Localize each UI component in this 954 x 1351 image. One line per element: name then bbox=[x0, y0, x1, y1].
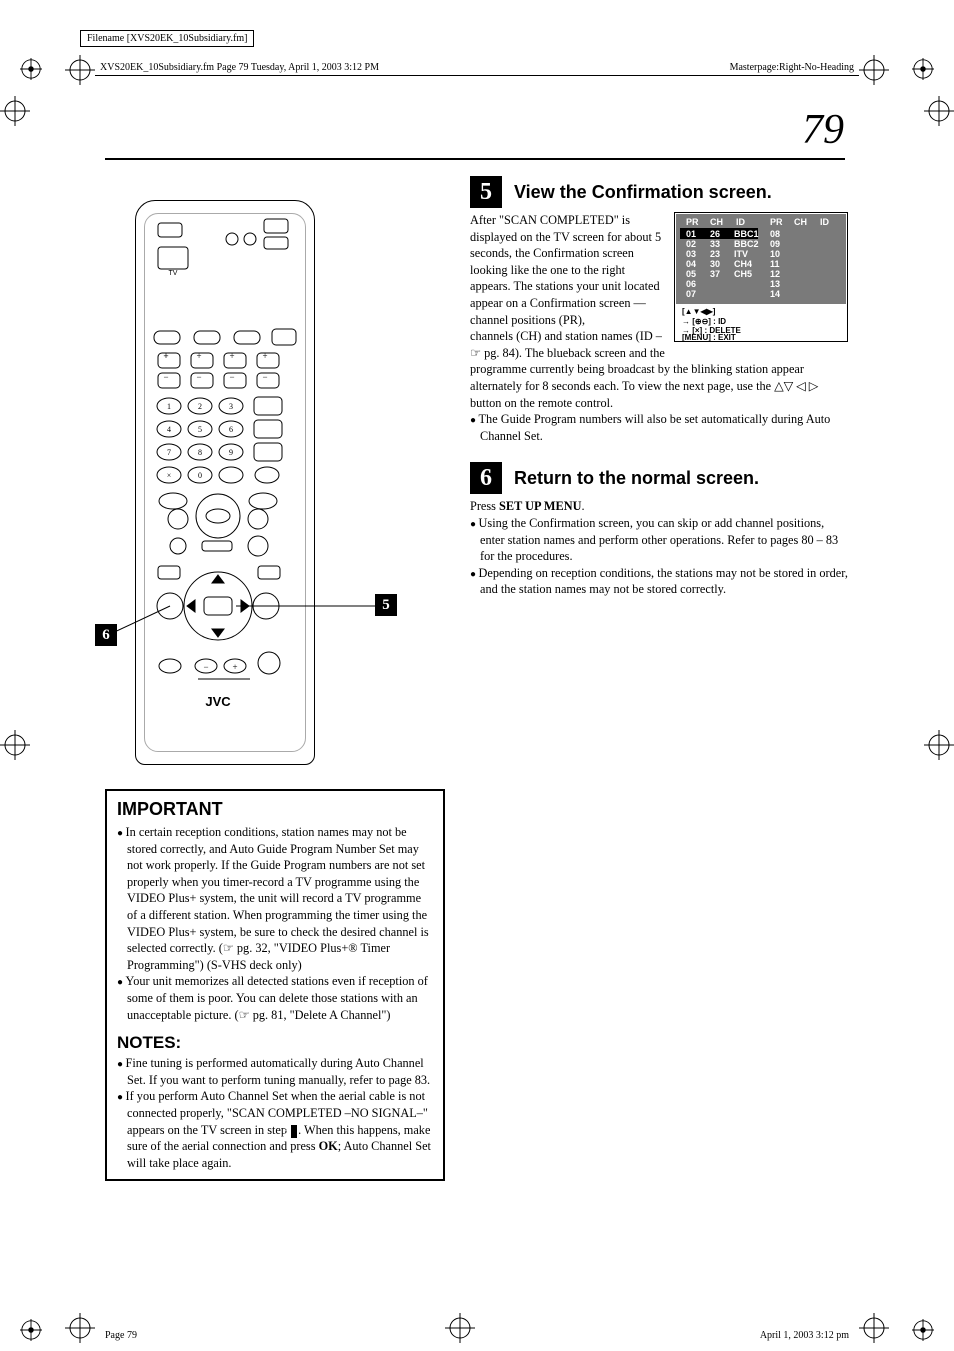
step6-press-post: . bbox=[582, 499, 585, 513]
svg-text:10: 10 bbox=[770, 249, 780, 259]
remote-illustration: TV ++++ −−−− 123 456 789 ×0 −+ JVC bbox=[135, 200, 315, 765]
registration-mark bbox=[20, 58, 42, 80]
crosshair-mark bbox=[924, 96, 954, 126]
svg-text:CH: CH bbox=[794, 217, 807, 227]
crosshair-mark bbox=[65, 1313, 95, 1343]
filename-label: Filename [XVS20EK_10Subsidiary.fm] bbox=[80, 30, 254, 47]
svg-text:12: 12 bbox=[770, 269, 780, 279]
step-5-bullet-1: The Guide Program numbers will also be s… bbox=[470, 411, 848, 444]
notes-b2-bold: OK bbox=[319, 1139, 338, 1153]
step-6-bullet-1: Using the Confirmation screen, you can s… bbox=[470, 515, 848, 565]
step-5-title: View the Confirmation screen. bbox=[514, 182, 772, 203]
notes-bullet-2: If you perform Auto Channel Set when the… bbox=[117, 1088, 433, 1171]
svg-text:01: 01 bbox=[686, 229, 696, 239]
svg-text:ID: ID bbox=[736, 217, 746, 227]
notes-title: NOTES: bbox=[117, 1033, 433, 1053]
notes-bullet-1: Fine tuning is performed automatically d… bbox=[117, 1055, 433, 1088]
step-5-heading: 5 View the Confirmation screen. bbox=[470, 176, 848, 208]
svg-text:BBC2: BBC2 bbox=[734, 239, 759, 249]
svg-text:37: 37 bbox=[710, 269, 720, 279]
svg-text:CH: CH bbox=[710, 217, 723, 227]
svg-text:CH5: CH5 bbox=[734, 269, 752, 279]
step6-press-bold: SET UP MENU bbox=[499, 499, 581, 513]
svg-text:[▲▼◀▶]: [▲▼◀▶] bbox=[682, 307, 716, 316]
crosshair-mark bbox=[859, 55, 889, 85]
svg-text:CH4: CH4 bbox=[734, 259, 752, 269]
step6-press-pre: Press bbox=[470, 499, 499, 513]
svg-text:08: 08 bbox=[770, 229, 780, 239]
svg-text:[MENU] : EXIT: [MENU] : EXIT bbox=[682, 333, 736, 342]
header-right-text: Masterpage:Right-No-Heading bbox=[730, 62, 854, 73]
horizontal-rule bbox=[105, 158, 845, 160]
svg-text:PR: PR bbox=[686, 217, 699, 227]
step-6-heading: 6 Return to the normal screen. bbox=[470, 462, 848, 494]
svg-text:03: 03 bbox=[686, 249, 696, 259]
svg-text:PR: PR bbox=[770, 217, 783, 227]
crosshair-mark bbox=[924, 730, 954, 760]
page-footer: Page 79 April 1, 2003 3:12 pm bbox=[105, 1330, 849, 1341]
important-bullet-2: Your unit memorizes all detected station… bbox=[117, 973, 433, 1023]
svg-text:→ [⊕⊖] : ID: → [⊕⊖] : ID bbox=[682, 317, 726, 326]
callout-5-badge: 5 bbox=[375, 594, 397, 616]
svg-text:11: 11 bbox=[770, 259, 780, 269]
svg-text:33: 33 bbox=[710, 239, 720, 249]
confirmation-screen-graphic: PR CH ID PR CH ID 01 26 BBC1 08 02 33 BBC2 09 03 23 IT… bbox=[674, 212, 848, 347]
svg-text:14: 14 bbox=[770, 289, 780, 299]
svg-text:BBC1: BBC1 bbox=[734, 229, 759, 239]
important-title: IMPORTANT bbox=[117, 799, 433, 820]
step-5-number: 5 bbox=[470, 176, 502, 208]
registration-mark bbox=[912, 1319, 934, 1341]
svg-text:09: 09 bbox=[770, 239, 780, 249]
svg-text:05: 05 bbox=[686, 269, 696, 279]
svg-text:13: 13 bbox=[770, 279, 780, 289]
step-6-press-line: Press SET UP MENU. bbox=[470, 498, 848, 515]
registration-mark bbox=[912, 58, 934, 80]
page-number: 79 bbox=[802, 106, 844, 154]
footer-right: April 1, 2003 3:12 pm bbox=[760, 1330, 849, 1341]
svg-text:30: 30 bbox=[710, 259, 720, 269]
step-6-bullet-2: Depending on reception conditions, the s… bbox=[470, 565, 848, 598]
notes-step-badge: 5 bbox=[291, 1125, 297, 1139]
svg-text:ITV: ITV bbox=[734, 249, 748, 259]
page-header: XVS20EK_10Subsidiary.fm Page 79 Tuesday,… bbox=[100, 62, 854, 73]
registration-mark bbox=[20, 1319, 42, 1341]
crosshair-mark bbox=[0, 730, 30, 760]
crosshair-mark bbox=[65, 55, 95, 85]
important-notes-box: IMPORTANT In certain reception condition… bbox=[105, 789, 445, 1181]
svg-text:07: 07 bbox=[686, 289, 696, 299]
important-bullet-1: In certain reception conditions, station… bbox=[117, 824, 433, 973]
footer-left: Page 79 bbox=[105, 1330, 137, 1341]
crosshair-mark bbox=[859, 1313, 889, 1343]
svg-text:04: 04 bbox=[686, 259, 696, 269]
svg-text:23: 23 bbox=[710, 249, 720, 259]
header-left-text: XVS20EK_10Subsidiary.fm Page 79 Tuesday,… bbox=[100, 62, 379, 73]
svg-text:26: 26 bbox=[710, 229, 720, 239]
svg-text:02: 02 bbox=[686, 239, 696, 249]
crosshair-mark bbox=[0, 96, 30, 126]
step-6-number: 6 bbox=[470, 462, 502, 494]
svg-text:06: 06 bbox=[686, 279, 696, 289]
callout-6-badge: 6 bbox=[95, 624, 117, 646]
callout-lines bbox=[136, 201, 316, 766]
svg-text:ID: ID bbox=[820, 217, 830, 227]
header-rule bbox=[95, 75, 859, 76]
step-6-title: Return to the normal screen. bbox=[514, 468, 759, 489]
